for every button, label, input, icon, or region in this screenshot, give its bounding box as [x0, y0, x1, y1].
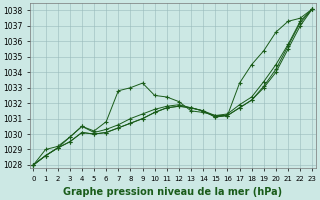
X-axis label: Graphe pression niveau de la mer (hPa): Graphe pression niveau de la mer (hPa): [63, 187, 283, 197]
